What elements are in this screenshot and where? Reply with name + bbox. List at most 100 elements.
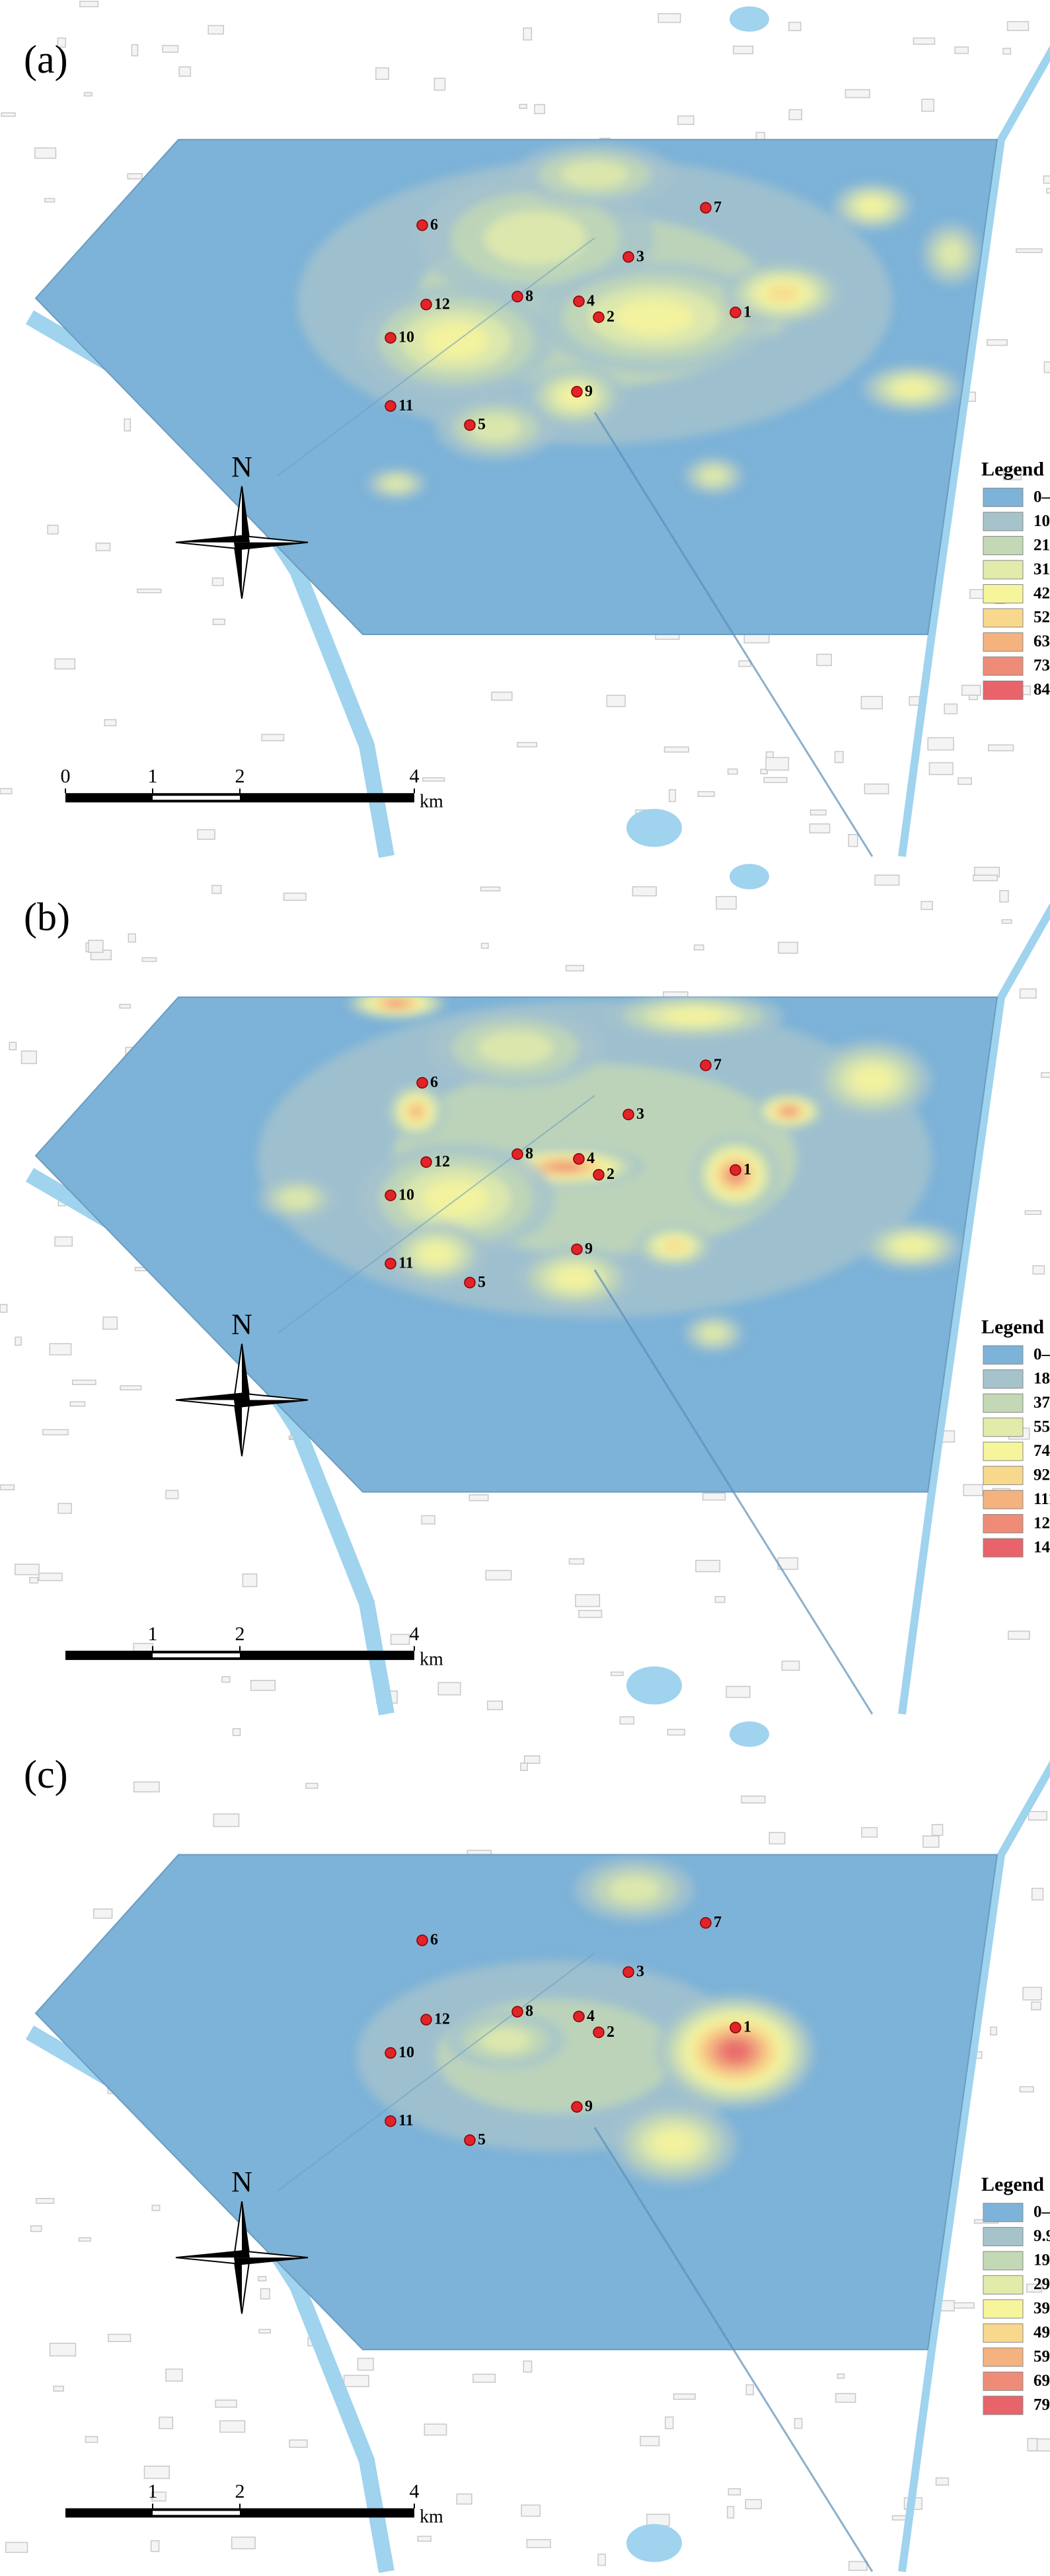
legend-swatch — [983, 1345, 1024, 1365]
building — [54, 658, 76, 670]
building — [575, 1594, 601, 1607]
map-panel: (c)123456789101112Legend0–9.979.98–19.94… — [5, 1716, 1050, 2573]
heat-blob — [664, 1008, 724, 1024]
building — [119, 1004, 131, 1009]
legend-swatch — [983, 2396, 1024, 2415]
heat-blob — [859, 198, 885, 214]
point-label: 6 — [430, 1074, 438, 1091]
north-label: N — [231, 451, 252, 483]
legend-swatch — [983, 656, 1024, 676]
legend-label: 1113.54–1299.12 — [1033, 1490, 1050, 1508]
point-label: 2 — [607, 309, 615, 326]
sample-point — [730, 307, 741, 319]
point-label: 9 — [585, 1240, 593, 1258]
building — [987, 339, 1008, 346]
building — [53, 2386, 64, 2392]
building — [1022, 1987, 1043, 2001]
legend-title: Legend — [981, 1316, 1044, 1338]
building — [178, 66, 192, 77]
building — [422, 777, 445, 782]
lake — [730, 6, 769, 32]
legend-swatch — [983, 2251, 1024, 2271]
heat-blob — [663, 1240, 685, 1252]
building — [30, 2225, 42, 2232]
building — [47, 525, 59, 535]
building — [835, 2393, 856, 2403]
legend-label: 422.15–527.68 — [1033, 584, 1050, 602]
heat-blob — [700, 1325, 727, 1342]
building — [34, 147, 57, 159]
building — [728, 2488, 741, 2496]
building — [102, 1316, 118, 1330]
legend-label: 49.86–59.82 — [1033, 2324, 1050, 2341]
sample-point — [420, 299, 432, 311]
building — [922, 1835, 940, 1848]
north-arrow — [234, 2201, 250, 2314]
building — [487, 1700, 503, 1710]
building — [913, 37, 936, 45]
building — [283, 892, 307, 901]
point-label: 10 — [398, 1186, 414, 1203]
heat-layer — [297, 143, 981, 734]
building — [745, 2499, 762, 2510]
scale-unit: km — [420, 2507, 443, 2527]
building — [809, 809, 827, 815]
building — [1006, 20, 1030, 31]
building — [88, 940, 104, 953]
building — [738, 660, 751, 667]
heat-blob — [472, 709, 519, 734]
heat-blob — [486, 716, 506, 727]
building — [85, 2436, 98, 2443]
building — [491, 691, 513, 701]
point-label: 1 — [743, 2019, 751, 2036]
legend-swatch — [983, 1393, 1024, 1413]
lake — [730, 1721, 769, 1747]
heat-blob — [387, 1000, 406, 1007]
lake — [626, 1666, 682, 1705]
building — [663, 746, 689, 753]
legend-label: 0–185.59 — [1033, 1345, 1050, 1363]
building — [69, 1401, 86, 1407]
heat-blob — [423, 1180, 489, 1217]
point-label: 4 — [587, 2008, 595, 2025]
legend-label: 633.23–738.75 — [1033, 632, 1050, 650]
scale-label: 2 — [235, 765, 245, 787]
sample-point — [420, 2014, 432, 2026]
building — [213, 1813, 240, 1827]
building — [523, 2360, 533, 2373]
building — [128, 933, 136, 943]
map-panel: (b)123456789101112Legend0–185.59185.6–37… — [0, 864, 1050, 1716]
building — [702, 1492, 726, 1501]
building — [794, 2417, 803, 2429]
sample-point — [573, 1153, 585, 1165]
building — [1027, 2438, 1038, 2452]
legend-title: Legend — [981, 459, 1044, 480]
sample-point — [385, 1190, 396, 1201]
building — [165, 1490, 179, 1499]
sample-point — [730, 1164, 741, 1176]
building — [931, 1824, 944, 1837]
sample-point — [385, 400, 396, 412]
building — [159, 2416, 174, 2429]
scale-label: 4 — [410, 765, 420, 787]
heat-blob — [409, 1104, 424, 1118]
building — [909, 696, 920, 706]
sample-point — [730, 2022, 741, 2033]
building — [848, 834, 858, 847]
heat-blob — [560, 161, 629, 188]
sample-point — [622, 251, 634, 263]
building — [844, 89, 870, 98]
building — [472, 2373, 496, 2383]
legend-swatch — [983, 608, 1024, 628]
point-label: 9 — [585, 2098, 593, 2115]
building — [1002, 469, 1022, 480]
point-label: 5 — [478, 1273, 486, 1291]
point-label: 1 — [743, 1161, 751, 1178]
legend-swatch — [983, 632, 1024, 652]
building — [860, 696, 883, 710]
sample-point — [622, 1108, 634, 1121]
point-label: 8 — [525, 1145, 533, 1162]
sample-point — [385, 332, 396, 344]
building — [520, 1762, 528, 1771]
